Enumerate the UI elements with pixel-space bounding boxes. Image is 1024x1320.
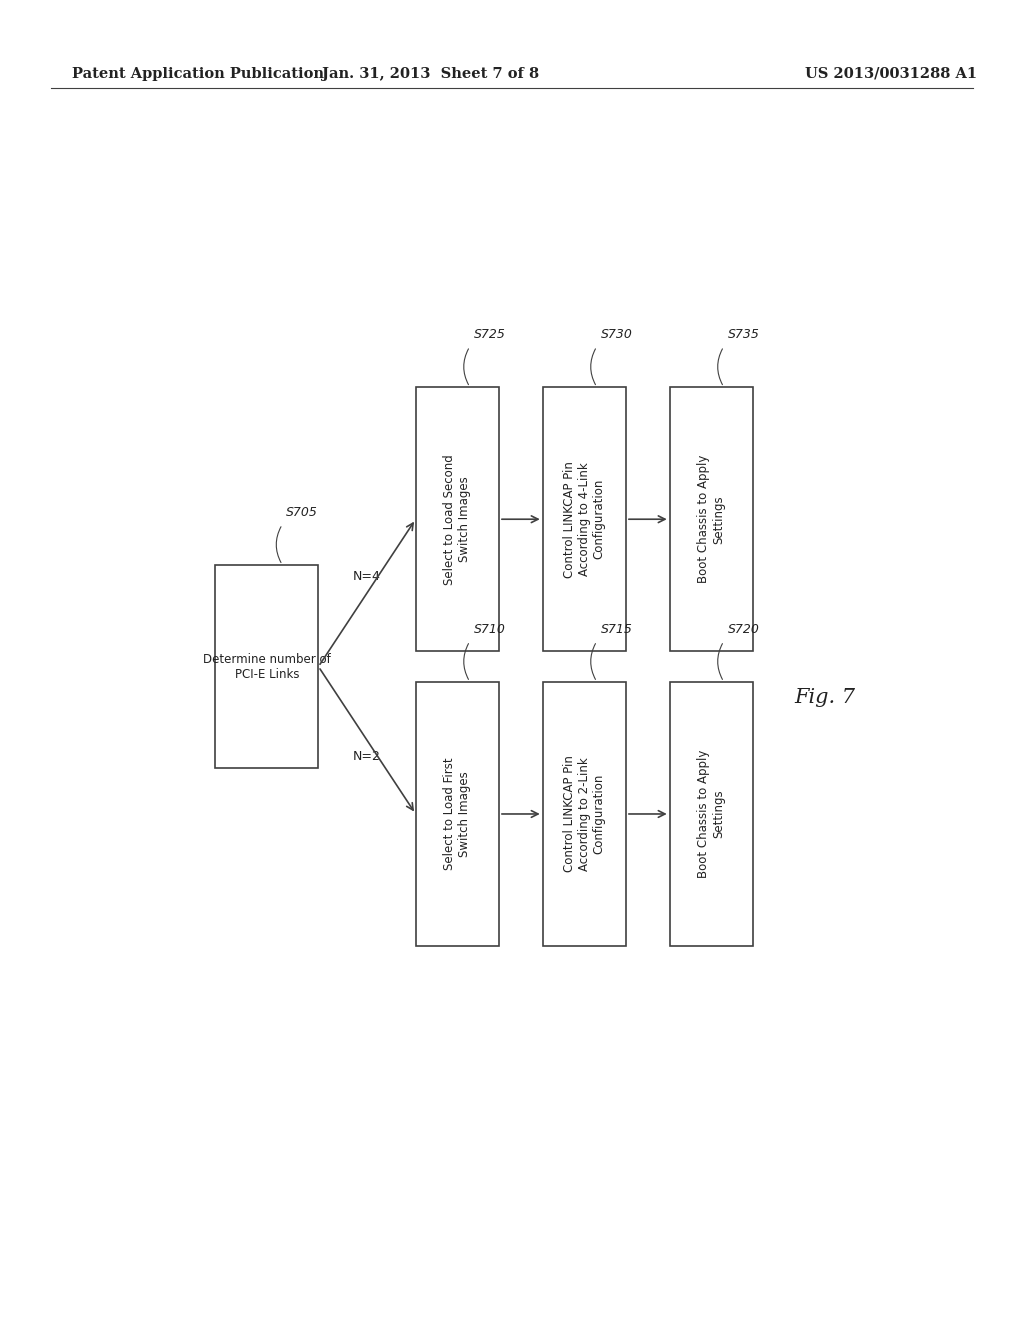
Text: N=2: N=2 bbox=[353, 751, 381, 763]
Text: US 2013/0031288 A1: US 2013/0031288 A1 bbox=[805, 67, 977, 81]
Bar bbox=[416, 682, 499, 946]
Text: S715: S715 bbox=[601, 623, 633, 636]
Text: Select to Load Second
Switch Images: Select to Load Second Switch Images bbox=[443, 454, 471, 585]
Bar bbox=[670, 682, 753, 946]
Text: Select to Load First
Switch Images: Select to Load First Switch Images bbox=[443, 758, 471, 870]
Text: Control LINKCAP Pin
According to 4-Link
Configuration: Control LINKCAP Pin According to 4-Link … bbox=[563, 461, 606, 578]
Bar bbox=[416, 387, 499, 651]
Text: S725: S725 bbox=[474, 329, 506, 342]
Text: S730: S730 bbox=[601, 329, 633, 342]
Bar bbox=[670, 387, 753, 651]
Text: Determine number of
PCI-E Links: Determine number of PCI-E Links bbox=[203, 652, 331, 681]
Text: S705: S705 bbox=[287, 507, 318, 519]
Text: S720: S720 bbox=[728, 623, 760, 636]
Text: Jan. 31, 2013  Sheet 7 of 8: Jan. 31, 2013 Sheet 7 of 8 bbox=[322, 67, 539, 81]
Text: Patent Application Publication: Patent Application Publication bbox=[72, 67, 324, 81]
Text: Control LINKCAP Pin
According to 2-Link
Configuration: Control LINKCAP Pin According to 2-Link … bbox=[563, 755, 606, 873]
Text: Fig. 7: Fig. 7 bbox=[795, 688, 856, 706]
Text: S735: S735 bbox=[728, 329, 760, 342]
Text: N=4: N=4 bbox=[353, 570, 381, 582]
Text: S710: S710 bbox=[474, 623, 506, 636]
Bar bbox=[543, 387, 626, 651]
Bar bbox=[215, 565, 318, 768]
Text: Boot Chassis to Apply
Settings: Boot Chassis to Apply Settings bbox=[697, 750, 725, 878]
Bar bbox=[543, 682, 626, 946]
Text: Boot Chassis to Apply
Settings: Boot Chassis to Apply Settings bbox=[697, 455, 725, 583]
